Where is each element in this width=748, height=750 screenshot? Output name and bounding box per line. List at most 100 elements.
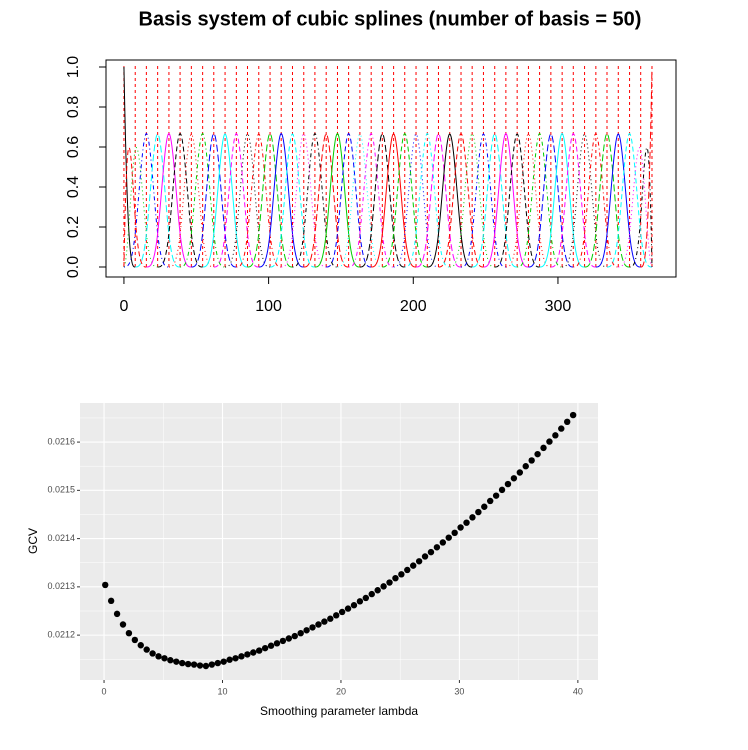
- x-tick-label: 300: [545, 298, 572, 315]
- point: [244, 651, 251, 658]
- point: [445, 534, 452, 541]
- point: [167, 657, 174, 664]
- point: [386, 579, 393, 586]
- basis-curve: [483, 132, 529, 268]
- basis-curve: [517, 132, 563, 268]
- point: [309, 624, 316, 631]
- basis-curve: [326, 132, 372, 268]
- point: [149, 650, 156, 657]
- basis-curve: [382, 132, 428, 268]
- basis-curve: [427, 133, 473, 268]
- point: [451, 529, 458, 537]
- point: [303, 627, 310, 634]
- point: [297, 629, 304, 637]
- y-tick-label: 1.0: [65, 56, 82, 78]
- point: [398, 571, 405, 578]
- point: [380, 583, 387, 590]
- x-tick-label: 40: [573, 686, 583, 696]
- point: [569, 411, 577, 419]
- point: [457, 524, 464, 531]
- point: [161, 655, 168, 662]
- point: [504, 480, 512, 488]
- y-axis-label: GCV: [26, 528, 40, 554]
- point: [208, 661, 216, 668]
- point: [190, 661, 198, 668]
- point: [439, 539, 447, 546]
- point: [267, 642, 275, 649]
- basis-curve: [123, 147, 147, 268]
- point: [374, 587, 381, 594]
- point: [125, 629, 133, 637]
- point: [315, 621, 322, 628]
- point: [285, 635, 293, 642]
- point: [214, 659, 221, 667]
- point: [540, 444, 547, 452]
- x-tick-label: 30: [454, 686, 464, 696]
- point: [350, 602, 358, 609]
- point: [463, 519, 470, 526]
- point: [155, 653, 162, 660]
- point: [327, 615, 334, 622]
- point: [226, 656, 233, 663]
- point: [356, 598, 364, 605]
- y-tick-label: 0.8: [65, 96, 82, 118]
- point: [344, 605, 352, 612]
- point: [107, 597, 115, 605]
- point: [137, 642, 144, 649]
- basis-curve: [472, 132, 518, 268]
- point: [368, 590, 375, 598]
- x-axis-label: Smoothing parameter lambda: [260, 704, 418, 718]
- basis-curve: [584, 132, 630, 268]
- y-tick-label: 0.0216: [47, 436, 75, 446]
- y-tick-label: 0.0215: [47, 485, 75, 495]
- basis-curve: [270, 133, 315, 268]
- basis-curve: [213, 132, 259, 268]
- point: [510, 475, 518, 482]
- point: [487, 497, 494, 505]
- basis-curve: [123, 146, 158, 268]
- point: [256, 647, 263, 654]
- point: [143, 646, 150, 653]
- point: [173, 658, 180, 665]
- basis-curve: [359, 132, 405, 268]
- point: [113, 610, 121, 618]
- y-tick-label: 0.0212: [47, 629, 75, 639]
- point: [475, 508, 482, 516]
- point: [534, 450, 541, 458]
- point: [469, 514, 476, 521]
- point: [291, 632, 298, 640]
- point: [522, 463, 529, 470]
- x-tick-label: 20: [336, 686, 346, 696]
- basis-curve: [494, 133, 540, 268]
- point: [232, 655, 239, 662]
- basis-curve: [629, 147, 653, 268]
- point: [102, 581, 109, 589]
- basis-curve: [461, 133, 506, 268]
- basis-curve: [371, 132, 417, 268]
- point: [184, 660, 192, 668]
- y-tick-label: 0.0214: [47, 533, 75, 543]
- plot-panel: [80, 403, 598, 680]
- point: [410, 562, 417, 569]
- point: [433, 544, 441, 551]
- point: [119, 621, 127, 628]
- point: [250, 649, 257, 656]
- point: [516, 469, 524, 476]
- point: [427, 548, 435, 556]
- basis-curve: [438, 132, 484, 268]
- point: [179, 659, 186, 667]
- basis-curve: [247, 132, 293, 268]
- y-tick-label: 0.0: [65, 256, 82, 278]
- basis-curve: [135, 133, 181, 268]
- point: [564, 418, 571, 426]
- basis-curve: [550, 132, 596, 268]
- basis-curve: [404, 132, 450, 268]
- basis-curve: [539, 132, 585, 268]
- x-tick-label: 0: [102, 686, 107, 696]
- basis-curve: [123, 66, 136, 268]
- y-tick-label: 0.2: [65, 216, 82, 238]
- basis-curve: [528, 133, 574, 268]
- basis-curve: [146, 132, 192, 268]
- basis-curve: [180, 132, 226, 268]
- point: [273, 640, 281, 647]
